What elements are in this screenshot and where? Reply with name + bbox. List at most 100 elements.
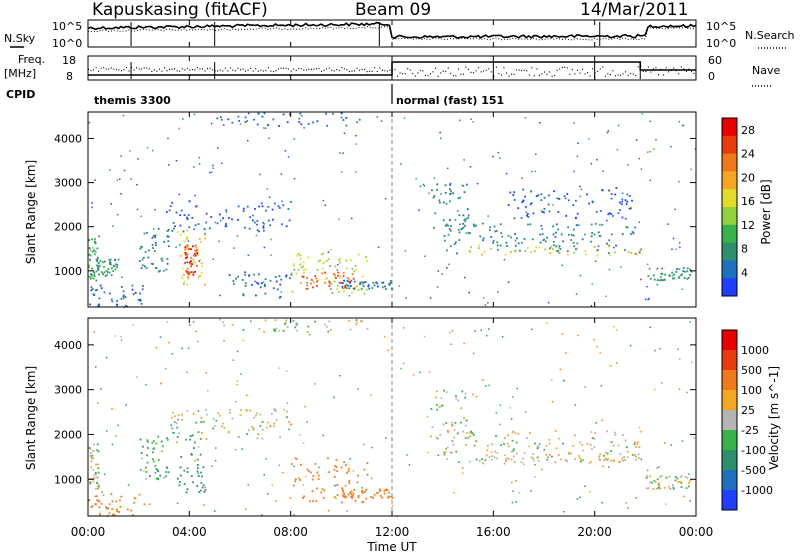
data-cell — [248, 275, 250, 277]
data-cell — [608, 252, 610, 254]
data-cell — [184, 246, 187, 249]
y-tick-label: 2000 — [54, 221, 82, 234]
data-cell — [282, 471, 284, 474]
data-cell — [106, 430, 108, 432]
data-cell — [540, 193, 543, 196]
data-cell — [89, 452, 92, 454]
data-cell — [200, 437, 202, 440]
data-cell — [678, 276, 680, 278]
data-cell — [222, 422, 224, 425]
data-cell — [617, 212, 620, 215]
data-cell — [590, 305, 592, 307]
data-cell — [346, 280, 349, 282]
data-cell — [530, 202, 533, 204]
data-cell — [111, 443, 114, 446]
data-cell — [554, 430, 557, 432]
data-cell — [594, 260, 597, 262]
data-cell — [136, 376, 138, 378]
data-cell — [186, 216, 188, 219]
data-cell — [264, 278, 267, 280]
data-cell — [99, 284, 102, 287]
data-cell — [157, 478, 159, 481]
data-cell — [644, 298, 647, 301]
data-cell — [299, 479, 301, 481]
data-cell — [317, 279, 320, 281]
data-cell — [434, 212, 437, 215]
nave-point — [224, 67, 226, 69]
data-cell — [104, 275, 107, 277]
nave-point — [295, 69, 297, 72]
data-cell — [669, 488, 672, 490]
data-cell — [573, 251, 576, 254]
data-cell — [293, 514, 295, 516]
data-cell — [204, 237, 207, 240]
data-cell — [341, 285, 344, 288]
data-cell — [405, 297, 407, 299]
data-cell — [506, 245, 508, 247]
data-cell — [305, 475, 307, 478]
data-cell — [181, 347, 183, 350]
data-cell — [530, 190, 532, 192]
data-cell — [184, 252, 187, 254]
data-cell — [315, 500, 318, 502]
data-cell — [189, 435, 192, 437]
data-cell — [649, 326, 651, 329]
nave-point — [257, 70, 259, 72]
data-cell — [97, 402, 99, 404]
data-cell — [355, 171, 357, 173]
data-cell — [449, 182, 452, 185]
beam-title: Beam 09 — [355, 0, 431, 20]
data-cell — [343, 290, 345, 293]
data-cell — [292, 265, 295, 267]
data-cell — [152, 460, 155, 463]
data-cell — [458, 214, 461, 217]
data-cell — [306, 421, 308, 423]
data-cell — [362, 285, 365, 288]
data-cell — [91, 202, 93, 204]
data-cell — [115, 435, 117, 437]
data-cell — [537, 446, 540, 449]
nave-point — [688, 68, 690, 70]
data-cell — [289, 113, 291, 116]
data-cell — [473, 225, 476, 228]
data-cell — [90, 277, 93, 279]
data-cell — [504, 437, 506, 439]
data-cell — [261, 514, 263, 516]
data-cell — [464, 396, 467, 399]
data-cell — [236, 235, 239, 237]
data-cell — [154, 472, 157, 474]
data-cell — [449, 245, 452, 248]
data-cell — [463, 159, 465, 161]
data-cell — [256, 437, 259, 440]
data-cell — [240, 409, 242, 411]
data-cell — [627, 164, 629, 166]
data-cell — [94, 238, 96, 241]
data-cell — [287, 208, 290, 210]
nave-point — [326, 68, 328, 70]
nave-point — [153, 69, 155, 71]
nave-point — [655, 67, 657, 69]
data-cell — [484, 304, 487, 306]
data-cell — [107, 507, 109, 510]
data-cell — [256, 123, 259, 126]
data-cell — [546, 236, 548, 239]
data-cell — [140, 302, 143, 305]
data-cell — [616, 148, 619, 151]
data-cell — [340, 466, 343, 469]
nave-point — [346, 68, 348, 71]
data-cell — [430, 408, 433, 410]
data-cell — [311, 490, 314, 492]
data-cell — [293, 178, 296, 180]
data-cell — [482, 237, 485, 240]
data-cell — [328, 471, 331, 473]
nave-point — [427, 74, 429, 77]
data-cell — [268, 137, 270, 139]
data-cell — [649, 179, 651, 182]
data-cell — [440, 193, 442, 195]
data-cell — [554, 236, 557, 238]
data-cell — [140, 245, 142, 248]
data-cell — [255, 234, 258, 237]
data-cell — [355, 268, 358, 271]
